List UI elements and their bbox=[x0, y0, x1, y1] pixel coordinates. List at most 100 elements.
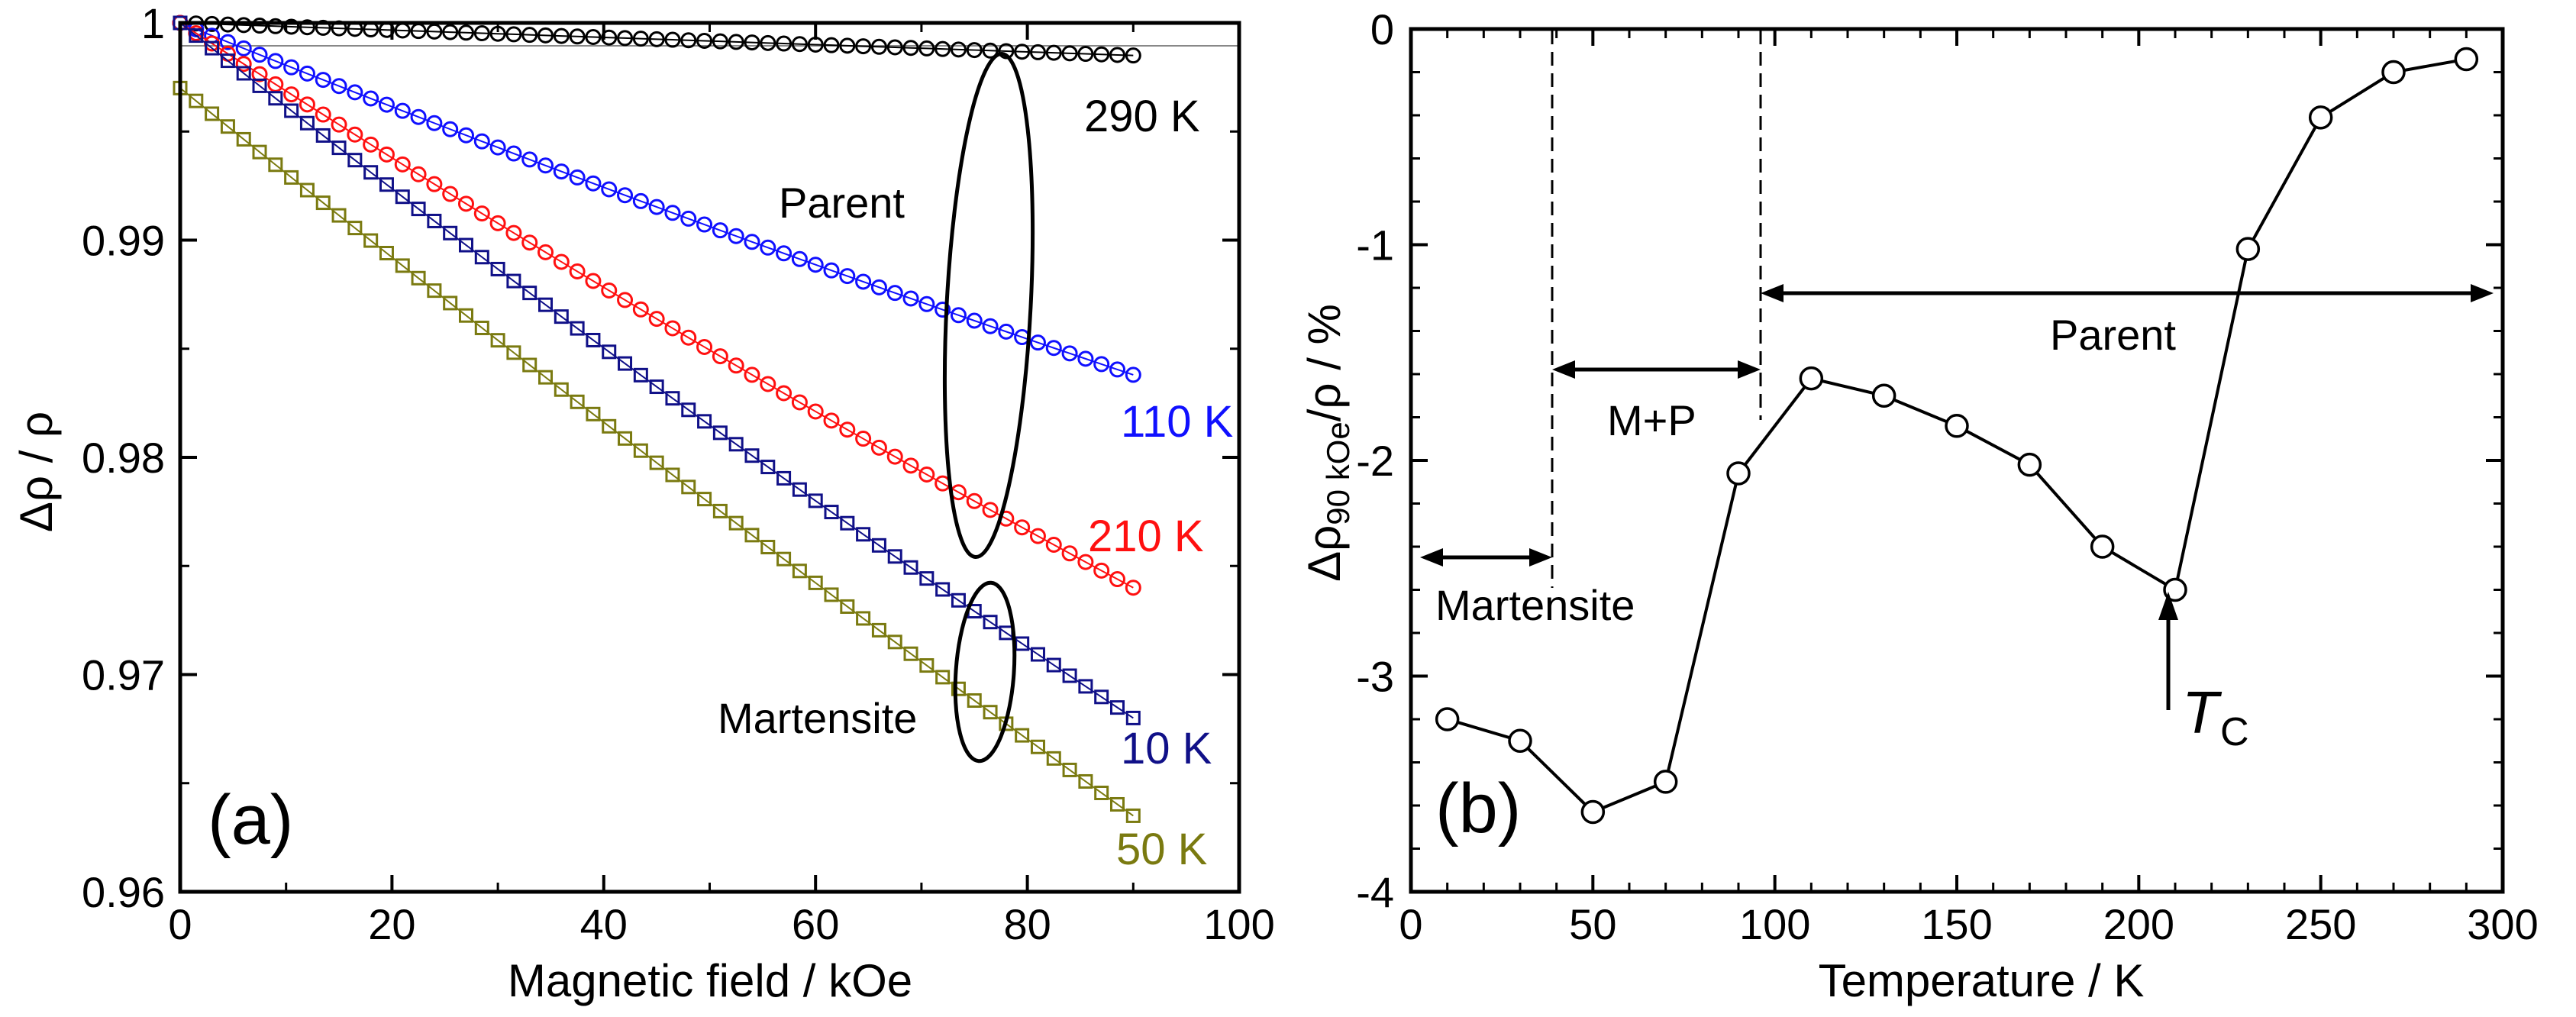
data-point bbox=[426, 176, 443, 192]
data-point bbox=[473, 25, 490, 42]
panel-b-x-tick-label: 200 bbox=[2103, 900, 2174, 948]
data-point bbox=[982, 42, 999, 59]
data-point bbox=[1109, 796, 1125, 812]
data-point bbox=[791, 250, 808, 267]
data-point bbox=[268, 91, 283, 106]
data-point bbox=[363, 136, 379, 153]
data-point bbox=[839, 37, 856, 54]
panel-a-y-axis-label: Δρ / ρ bbox=[11, 412, 62, 532]
data-point bbox=[982, 502, 999, 518]
data-point bbox=[760, 239, 776, 256]
data-point bbox=[1078, 773, 1093, 789]
data-point bbox=[1077, 46, 1094, 63]
data-point bbox=[696, 216, 713, 233]
data-point bbox=[602, 418, 617, 434]
data-point bbox=[887, 634, 902, 650]
data-point bbox=[618, 431, 633, 446]
data-point bbox=[569, 169, 586, 186]
panel-b-x-tick-label: 150 bbox=[1921, 900, 1992, 948]
data-point bbox=[776, 35, 792, 52]
data-point bbox=[505, 26, 522, 43]
data-point bbox=[840, 599, 855, 614]
data-point bbox=[601, 29, 618, 46]
data-point bbox=[521, 234, 538, 251]
data-point bbox=[855, 38, 872, 55]
data-point bbox=[1094, 785, 1109, 800]
data-point bbox=[267, 18, 284, 34]
series-110-k bbox=[172, 15, 1141, 383]
data-point bbox=[649, 379, 664, 395]
panel-b-y-tick-label: 0 bbox=[1370, 5, 1394, 53]
panel-b-x-tick-label: 50 bbox=[1569, 900, 1616, 948]
data-point bbox=[760, 460, 776, 475]
data-point bbox=[712, 33, 728, 50]
data-point bbox=[712, 503, 728, 518]
data-point bbox=[1093, 562, 1110, 579]
data-point bbox=[665, 467, 680, 483]
data-point bbox=[2235, 237, 2261, 261]
data-point bbox=[648, 311, 665, 328]
data-point bbox=[791, 36, 808, 53]
data-point bbox=[474, 250, 489, 265]
parent-group-ellipse bbox=[942, 51, 1035, 560]
data-point bbox=[680, 329, 697, 346]
data-point bbox=[570, 394, 585, 409]
data-point bbox=[1094, 689, 1109, 705]
data-point bbox=[363, 165, 379, 180]
data-point bbox=[902, 40, 919, 56]
series-label-290k: 290 K bbox=[1084, 92, 1200, 141]
panel-a-series bbox=[172, 15, 1141, 823]
region-label-mp: M+P bbox=[1607, 396, 1696, 444]
data-point bbox=[189, 93, 204, 108]
data-point bbox=[569, 263, 586, 279]
data-point bbox=[490, 333, 505, 348]
mp-region-arrow bbox=[1552, 360, 1761, 379]
data-point bbox=[378, 146, 395, 163]
data-point bbox=[935, 582, 951, 597]
data-point bbox=[331, 78, 347, 95]
panel-a: 0 20 40 60 80 100 0.96 0.97 0.98 0.99 1 290 K 110 … bbox=[11, 0, 1275, 1006]
data-point bbox=[935, 670, 951, 685]
data-point bbox=[379, 246, 394, 261]
tc-label: T bbox=[2182, 679, 2223, 746]
data-point bbox=[458, 308, 473, 323]
data-point bbox=[823, 37, 840, 53]
data-point bbox=[776, 551, 792, 567]
data-point bbox=[982, 318, 999, 334]
data-point bbox=[553, 163, 570, 180]
data-point bbox=[1061, 45, 1078, 62]
data-point bbox=[1508, 728, 1532, 753]
data-point bbox=[236, 131, 251, 147]
data-point bbox=[2381, 60, 2406, 85]
data-point bbox=[1653, 770, 1678, 794]
region-label-parent: Parent bbox=[2050, 311, 2176, 359]
data-point bbox=[1015, 728, 1030, 743]
data-point bbox=[585, 175, 602, 192]
data-point bbox=[379, 177, 394, 192]
data-point bbox=[967, 693, 982, 708]
data-point bbox=[1125, 47, 1141, 64]
data-point bbox=[522, 357, 537, 373]
tc-arrow bbox=[2158, 592, 2178, 710]
data-point bbox=[870, 279, 887, 295]
data-point bbox=[299, 19, 315, 36]
data-point bbox=[983, 705, 998, 720]
data-point bbox=[251, 47, 268, 63]
data-point bbox=[1046, 751, 1061, 766]
panel-a-y-tick-label: 0.96 bbox=[82, 868, 165, 916]
data-point bbox=[760, 34, 776, 51]
data-point bbox=[807, 36, 824, 53]
data-point bbox=[442, 121, 459, 137]
data-point bbox=[697, 492, 712, 507]
data-point bbox=[808, 575, 823, 590]
data-point bbox=[570, 321, 585, 336]
data-point bbox=[283, 86, 300, 103]
data-point bbox=[268, 157, 283, 173]
data-point bbox=[744, 234, 760, 250]
series-line bbox=[179, 22, 1134, 56]
panel-a-y-tick-label: 0.99 bbox=[82, 217, 165, 265]
panel-b-ticks: 0 50 100 150 200 250 300 -4 -3 -2 -1 0 bbox=[1356, 5, 2539, 948]
panel-b-y-axis-label: Δρ90 kOe/ρ / % bbox=[1299, 304, 1356, 582]
data-point bbox=[457, 195, 474, 212]
data-point bbox=[935, 40, 951, 57]
